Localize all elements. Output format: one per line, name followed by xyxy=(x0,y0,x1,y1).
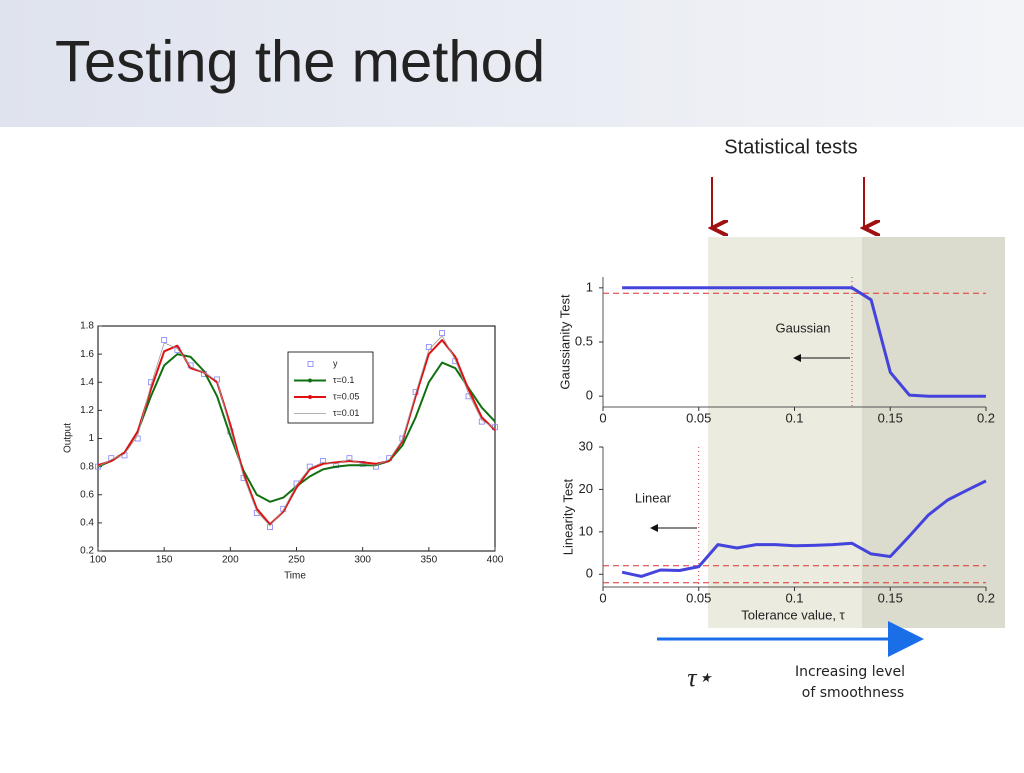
legend-swatch xyxy=(307,361,314,367)
y-tick-label: 20 xyxy=(579,481,593,496)
x-axis-label: Time xyxy=(284,571,306,582)
note: Increasing level xyxy=(795,664,905,680)
data-line xyxy=(622,286,986,398)
x-tick-label: 0.1 xyxy=(785,590,803,605)
legend-label: τ=0.1 xyxy=(333,375,354,385)
y-axis-label: Gaussianity Test xyxy=(557,294,572,390)
x-tick-label: 100 xyxy=(90,555,107,566)
data-line xyxy=(97,335,496,527)
y-tick-label: 0.5 xyxy=(575,333,593,348)
x-tick-label: 0.05 xyxy=(686,590,711,605)
y-tick-label: 1 xyxy=(586,279,593,294)
y-tick-label: 1.8 xyxy=(80,321,94,332)
tau-star: τ⋆ xyxy=(687,663,713,692)
y-axis-label: Output xyxy=(63,423,74,453)
y-tick-label: 1.4 xyxy=(80,377,94,388)
y-tick-label: 1.6 xyxy=(80,349,94,360)
note: of smoothness xyxy=(802,685,904,701)
y-tick-label: 1 xyxy=(88,433,94,444)
x-tick-label: 150 xyxy=(156,555,173,566)
y-tick-label: 0.2 xyxy=(80,546,94,557)
x-tick-label: 350 xyxy=(420,555,437,566)
annotation: Gaussian xyxy=(776,320,831,335)
header: Statistical tests xyxy=(724,136,857,158)
x-tick-label: 300 xyxy=(354,555,371,566)
title-bar xyxy=(0,0,1024,127)
x-tick-label: 0.2 xyxy=(977,590,995,605)
legend-label: τ=0.01 xyxy=(333,408,359,418)
x-tick-label: 400 xyxy=(487,555,504,566)
shade-band xyxy=(862,237,1005,628)
legend-box xyxy=(287,351,374,424)
x-tick-label: 0 xyxy=(599,590,606,605)
y-axis-label: Linearity Test xyxy=(560,478,575,555)
legend-swatch xyxy=(308,378,312,383)
legend-label: τ=0.05 xyxy=(333,391,359,401)
data-line xyxy=(621,479,987,578)
x-tick-label: 0.1 xyxy=(785,410,803,425)
y-tick-label: 0.8 xyxy=(80,461,94,472)
y-tick-label: 0.4 xyxy=(80,518,94,529)
x-tick-label: 0 xyxy=(599,410,606,425)
x-tick-label: 0.05 xyxy=(686,410,711,425)
slide-title: Testing the method xyxy=(55,29,545,94)
legend-swatch xyxy=(308,395,312,399)
annotation: Linear xyxy=(635,490,672,505)
y-tick-label: 1.2 xyxy=(80,405,94,416)
y-tick-label: 0.6 xyxy=(80,489,94,500)
x-tick-label: 250 xyxy=(288,555,305,566)
x-tick-label: 0.15 xyxy=(878,410,903,425)
y-tick-label: 10 xyxy=(579,523,593,538)
legend-label: y xyxy=(333,358,338,368)
y-tick-label: 30 xyxy=(579,438,593,453)
data-line xyxy=(97,339,496,526)
y-tick-label: 0 xyxy=(586,388,593,403)
x-tick-label: 200 xyxy=(222,555,239,566)
x-tick-label: 0.15 xyxy=(878,590,903,605)
y-tick-label: 0 xyxy=(586,566,593,581)
x-axis-label: Tolerance value, τ xyxy=(741,607,845,622)
x-tick-label: 0.2 xyxy=(977,410,995,425)
